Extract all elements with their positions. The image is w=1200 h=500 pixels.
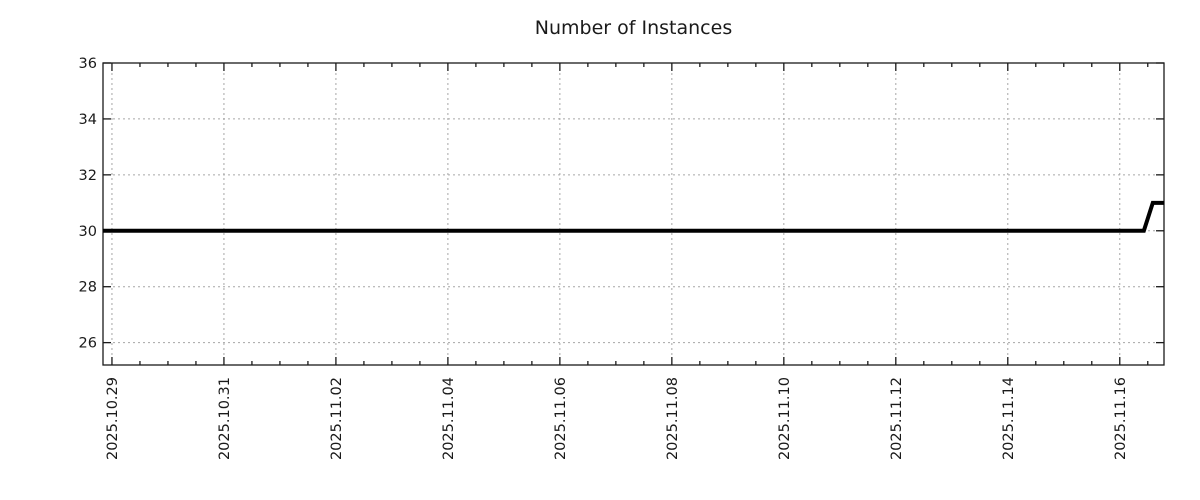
series-line-instances [103, 200, 1164, 233]
x-tick-label: 2025.11.16 [1113, 377, 1129, 460]
y-tick-label: 36 [79, 56, 97, 72]
plot-border [102, 62, 1165, 366]
gridlines [103, 63, 1164, 365]
x-tick-label: 2025.11.04 [441, 377, 457, 460]
x-tick-labels: 2025.10.29 2025.10.31 2025.11.02 2025.11.04… [105, 377, 1129, 460]
y-tick-label: 28 [79, 280, 97, 296]
x-tick-label: 2025.11.12 [889, 377, 905, 460]
x-tick-label: 2025.11.06 [553, 377, 569, 460]
x-tick-label: 2025.11.10 [777, 377, 793, 460]
x-tick-label: 2025.11.08 [665, 377, 681, 460]
y-tick-label: 34 [79, 112, 97, 128]
x-tick-label: 2025.11.02 [329, 377, 345, 460]
x-tick-label: 2025.10.31 [217, 377, 233, 460]
y-tick-labels: 26 28 30 32 34 36 [79, 56, 97, 352]
x-tick-label: 2025.11.14 [1001, 377, 1017, 460]
y-tick-label: 30 [79, 224, 97, 240]
y-tick-label: 32 [79, 168, 97, 184]
y-tick-label: 26 [79, 336, 97, 352]
chart-title: Number of Instances [534, 17, 733, 39]
axis-ticks [103, 62, 1164, 365]
x-tick-label: 2025.10.29 [105, 377, 121, 460]
